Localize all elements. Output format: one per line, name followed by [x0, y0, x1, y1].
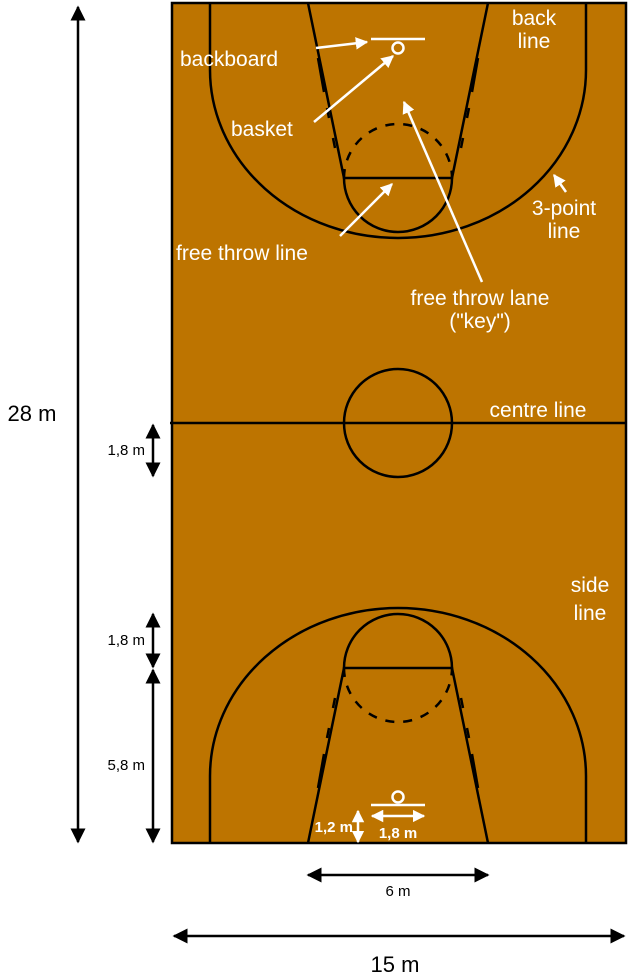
ft-circle-radius-label: 1,8 m	[107, 632, 145, 649]
centre-line-label: centre line	[490, 399, 587, 422]
side-line-label: side	[571, 574, 610, 597]
back-line-label: back	[512, 7, 557, 30]
top-free-throw-circle-dashed	[342, 122, 454, 179]
free-throw-lane-arrow	[402, 100, 484, 283]
backboard-label: backboard	[180, 48, 278, 71]
backboard-offset-label: 1,2 m	[315, 819, 353, 836]
bottom-lane-hash-marks	[316, 697, 480, 789]
bottom-free-throw-lane	[306, 666, 490, 844]
backboard-width-label: 1,8 m	[379, 825, 417, 842]
centre-circle-radius-label: 1,8 m	[107, 442, 145, 459]
back-line-label-2: line	[518, 30, 551, 53]
three-point-line-label-2: line	[548, 220, 581, 243]
top-lane-hash-marks	[316, 57, 480, 149]
side-line-label-2: line	[574, 602, 607, 625]
free-throw-line-label: free throw line	[176, 242, 308, 265]
width-label: 15 m	[371, 952, 420, 977]
lane-width-label: 6 m	[385, 883, 410, 900]
basket-label: basket	[231, 118, 293, 141]
three-point-line-arrow	[552, 173, 568, 193]
centre-circle	[342, 367, 454, 479]
free-throw-lane-label-2: ("key")	[449, 310, 511, 333]
free-throw-lane-label: free throw lane	[411, 287, 550, 310]
bottom-basket	[391, 790, 405, 804]
backboard-arrow	[315, 37, 369, 50]
bottom-free-throw-circle	[342, 612, 454, 669]
bottom-free-throw-circle-dashed	[342, 667, 454, 724]
ft-distance-label: 5,8 m	[107, 757, 145, 774]
top-free-throw-lane	[306, 2, 490, 180]
callout-arrows	[313, 37, 568, 844]
length-label: 28 m	[8, 401, 57, 426]
top-basket	[391, 41, 405, 55]
top-three-point-line	[208, 3, 588, 240]
bottom-three-point-line	[208, 606, 588, 843]
top-half	[208, 2, 588, 240]
basket-arrow	[313, 55, 394, 123]
dimension-arrows	[70, 5, 626, 944]
free-throw-line-arrow	[339, 183, 393, 237]
bottom-half	[208, 606, 588, 844]
three-point-line-label: 3-point	[532, 197, 596, 220]
